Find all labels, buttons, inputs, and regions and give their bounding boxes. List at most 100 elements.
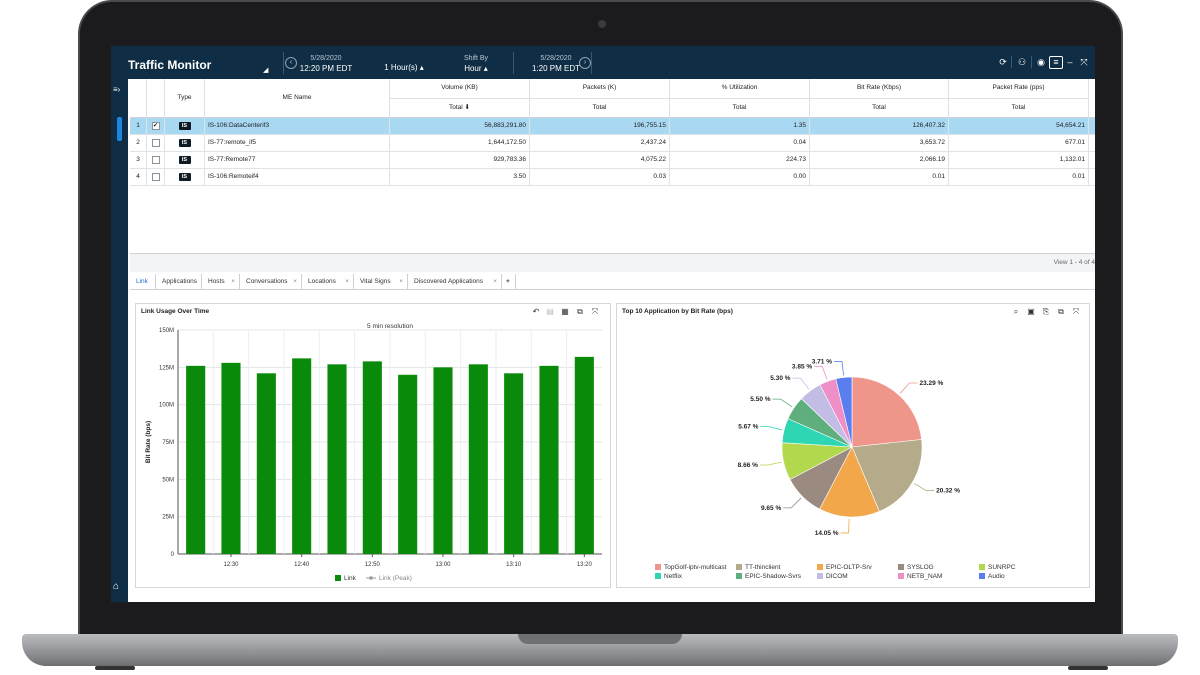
close-tab-icon[interactable]: × — [399, 278, 403, 285]
close-tab-icon[interactable]: × — [293, 278, 297, 285]
row-checkbox[interactable] — [151, 173, 160, 181]
col-utilization[interactable]: % Utilization Total — [670, 79, 810, 117]
divider — [1011, 56, 1012, 68]
tab-conversations[interactable]: Conversations × — [240, 274, 302, 289]
me-name-cell[interactable]: IS-106:Remoteif4 — [205, 169, 390, 185]
legend-label: TopGolf-iptv-multicast — [664, 564, 727, 571]
pie-legend-item[interactable]: EPIC-Shadow-Svrs — [736, 573, 801, 580]
col-utilization-total[interactable]: Total — [670, 98, 809, 118]
pie-legend-item[interactable]: TopGolf-iptv-multicast — [655, 564, 727, 571]
pie-legend-item[interactable]: TT-thinclient — [736, 564, 780, 571]
tab-link[interactable]: Link — [130, 274, 156, 289]
collapse-nav-icon[interactable]: ≡› — [113, 85, 121, 94]
col-volume[interactable]: Volume (KB) Total ⬇ — [390, 79, 530, 117]
export-icon[interactable]: ⎘ — [1042, 307, 1050, 316]
close-tab-icon[interactable]: × — [345, 278, 349, 285]
col-volume-total[interactable]: Total ⬇ — [390, 98, 529, 118]
pie-data-label: 8.66 % — [738, 462, 758, 469]
pie-legend-item[interactable]: NETB_NAM — [898, 573, 942, 580]
time-next-icon[interactable]: › — [579, 57, 591, 69]
range-dropdown[interactable]: 1 Hour(s) ▴ — [379, 62, 429, 73]
close-tab-icon[interactable]: × — [231, 278, 235, 285]
table-row[interactable]: 1 ✔ IS IS-106:DataCenterif3 56,883,291.80 196… — [130, 118, 1095, 135]
tab-applications[interactable]: Applications — [156, 274, 202, 289]
menu-icon[interactable]: ≡ — [1049, 56, 1063, 69]
tab-discovered-applications[interactable]: Discovered Applications × — [408, 274, 502, 289]
table-header: Type ME Name Volume (KB) Total ⬇ Packets… — [130, 79, 1095, 118]
type-cell: IS — [165, 135, 205, 151]
col-pktrate-total[interactable]: Total — [949, 98, 1088, 118]
tab-locations[interactable]: Locations × — [302, 274, 354, 289]
pie-slice[interactable] — [819, 446, 880, 518]
pie-legend-item[interactable]: Netflix — [655, 573, 682, 580]
row-select-cell[interactable] — [147, 135, 165, 151]
col-bitrate[interactable]: Bit Rate (Kbps) Total — [810, 79, 949, 117]
col-type[interactable]: Type — [165, 79, 205, 117]
legend-label: Netflix — [664, 573, 683, 580]
pie-slice[interactable] — [835, 376, 853, 448]
col-packets[interactable]: Packets (K) Total — [530, 79, 670, 117]
packets-cell: 2,437.24 — [530, 135, 670, 151]
volume-cell: 3.50 — [390, 169, 530, 185]
row-checkbox[interactable] — [151, 139, 160, 147]
me-name-cell[interactable]: IS-77:remote_if5 — [205, 135, 390, 151]
table-row[interactable]: 2 IS IS-77:remote_if5 1,644,172.50 2,437.24 0… — [130, 135, 1095, 152]
row-checkbox[interactable] — [151, 156, 160, 164]
col-pktrate[interactable]: Packet Rate (pps) Total — [949, 79, 1089, 117]
undo-icon[interactable]: ↶ — [532, 307, 540, 316]
table-row[interactable]: 3 IS IS-77:Remote77 929,783.36 4,075.22 224.7… — [130, 152, 1095, 169]
pie-legend-item[interactable]: EPIC-OLTP-Srv — [817, 564, 872, 571]
tab-vital-signs[interactable]: Vital Signs × — [354, 274, 408, 289]
time-prev-icon[interactable]: ‹ — [285, 57, 297, 69]
view-icon[interactable]: ◉ — [1037, 57, 1045, 67]
maximize-icon[interactable]: ⤧ — [591, 307, 599, 316]
row-select-cell[interactable] — [147, 152, 165, 168]
title-menu-icon[interactable]: ◢ — [263, 67, 269, 74]
start-time-block[interactable]: 5/28/2020 12:20 PM EDT — [295, 54, 357, 74]
pktrate-cell: 54,654.21 — [949, 118, 1089, 134]
nav-active-indicator[interactable] — [117, 117, 122, 141]
home-icon[interactable]: ⌂ — [113, 581, 120, 592]
pie-legend-item[interactable]: SYSLOG — [898, 564, 934, 571]
row-select-cell[interactable] — [147, 169, 165, 185]
tab-label: Link — [136, 278, 148, 285]
copy-icon[interactable]: ⧉ — [1058, 307, 1064, 316]
row-select-cell[interactable]: ✔ — [147, 118, 165, 134]
pie-legend-item[interactable]: DICOM — [817, 573, 848, 580]
save-icon[interactable]: ▣ — [1027, 307, 1035, 316]
close-tab-icon[interactable]: × — [493, 278, 497, 285]
expand-icon[interactable]: ⤧ — [1080, 57, 1088, 67]
copy-icon[interactable]: ⧉ — [577, 307, 583, 316]
laptop-notch — [518, 634, 682, 644]
app-screen: Traffic Monitor ◢ ‹ 5/28/2020 12:20 PM E… — [111, 46, 1095, 602]
pie-slice[interactable] — [851, 376, 922, 448]
row-checkbox[interactable]: ✔ — [151, 122, 160, 130]
tab-hosts[interactable]: Hosts × — [202, 274, 240, 289]
table-body: 1 ✔ IS IS-106:DataCenterif3 56,883,291.80 196… — [130, 118, 1095, 186]
me-name-cell[interactable]: IS-77:Remote77 — [205, 152, 390, 168]
grid-view-icon[interactable]: ▦ — [561, 307, 569, 316]
col-me-name[interactable]: ME Name — [205, 79, 390, 117]
table-view-icon[interactable]: ▤ — [546, 307, 554, 316]
link-bar — [574, 356, 594, 554]
bitrate-cell: 3,653.72 — [810, 135, 949, 151]
refresh-icon[interactable]: ⟳ — [999, 57, 1007, 67]
col-bitrate-total[interactable]: Total — [810, 98, 948, 118]
pie-slice[interactable] — [851, 439, 923, 512]
zoom-icon[interactable]: ⌕ — [1013, 307, 1019, 316]
user-settings-icon[interactable]: ⚇ — [1017, 57, 1027, 67]
tab-label: Locations — [308, 278, 336, 285]
end-time-block[interactable]: 5/28/2020 1:20 PM EDT — [525, 54, 587, 74]
table-row[interactable]: 4 IS IS-106:Remoteif4 3.50 0.03 0.00 0.01 0.01 — [130, 169, 1095, 186]
col-type-label: Type — [177, 94, 192, 101]
pie-legend-item[interactable]: Audio — [979, 573, 1005, 580]
maximize-icon[interactable]: ⤧ — [1072, 307, 1080, 316]
legend-swatch — [736, 573, 742, 580]
col-packets-total[interactable]: Total — [530, 98, 669, 118]
minimize-icon[interactable]: – — [1067, 57, 1073, 67]
legend-label: DICOM — [826, 573, 848, 580]
pie-legend-item[interactable]: SUNRPC — [979, 564, 1015, 571]
me-name-cell[interactable]: IS-106:DataCenterif3 — [205, 118, 390, 134]
shift-dropdown[interactable]: Shift By Hour ▴ — [456, 54, 496, 74]
add-tab-button[interactable]: + — [502, 274, 516, 289]
